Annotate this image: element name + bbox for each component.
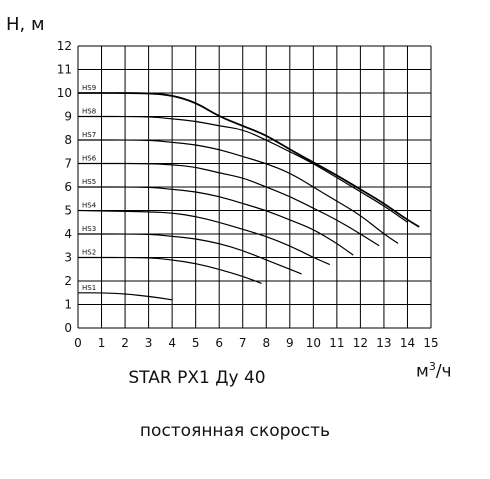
series-line-hs1 <box>77 292 173 301</box>
x-tick-label: 10 <box>306 336 321 350</box>
series-line-hs5 <box>77 186 354 256</box>
x-tick-label: 12 <box>353 336 368 350</box>
x-tick-label: 14 <box>400 336 415 350</box>
series-line-hs7 <box>78 139 399 244</box>
y-tick-label: 7 <box>64 157 72 171</box>
x-tick-label: 2 <box>121 336 129 350</box>
x-tick-label: 0 <box>74 336 82 350</box>
chart-title: STAR PX1 Ду 40 <box>128 368 266 388</box>
series-label-hs6: HS6 <box>82 155 97 163</box>
series-line-hs3 <box>78 233 302 275</box>
y-tick-label: 1 <box>64 298 72 312</box>
y-tick-label: 2 <box>64 274 72 288</box>
y-tick-label: 0 <box>64 321 72 335</box>
x-tick-label: 8 <box>262 336 270 350</box>
series-line-hs8 <box>78 115 408 223</box>
x-tick-label: 15 <box>423 336 438 350</box>
series-line-hs2 <box>78 256 262 284</box>
x-axis-label: м3/ч <box>416 360 452 382</box>
x-tick-label: 3 <box>145 336 153 350</box>
y-tick-label: 12 <box>57 39 72 53</box>
x-tick-label: 11 <box>329 336 344 350</box>
x-axis-label-tail: /ч <box>435 361 452 382</box>
x-tick-label: 5 <box>192 336 200 350</box>
y-tick-label: 6 <box>64 180 72 194</box>
series-line-hs4 <box>77 209 331 266</box>
x-axis-label-sup: 3 <box>428 360 436 373</box>
y-tick-label: 8 <box>64 133 72 147</box>
series-label-hs9: HS9 <box>82 84 96 92</box>
y-tick-label: 11 <box>57 63 72 77</box>
series-label-hs5: HS5 <box>82 178 96 186</box>
x-tick-label: 6 <box>215 336 223 350</box>
y-tick-label: 3 <box>64 251 72 265</box>
x-tick-label: 1 <box>98 336 106 350</box>
series-label-hs7: HS7 <box>82 131 96 139</box>
chart-title-wrap: STAR PX1 Ду 40 <box>0 368 490 388</box>
series-label-hs3: HS3 <box>82 225 96 233</box>
x-axis-label-base: м <box>416 361 429 382</box>
y-tick-label: 9 <box>64 110 72 124</box>
y-tick-label: 5 <box>64 204 72 218</box>
x-tick-label: 7 <box>239 336 247 350</box>
series-label-hs2: HS2 <box>82 249 96 257</box>
x-tick-label: 13 <box>376 336 391 350</box>
chart-subtitle: постоянная скорость <box>139 421 331 441</box>
x-tick-label: 9 <box>286 336 294 350</box>
series-label-hs8: HS8 <box>82 108 96 116</box>
series-line-hs6 <box>78 162 380 247</box>
y-tick-label: 10 <box>57 86 72 100</box>
x-tick-label: 4 <box>168 336 176 350</box>
series-line-hs9 <box>78 92 420 228</box>
y-tick-label: 4 <box>64 227 72 241</box>
series-label-hs1: HS1 <box>82 284 96 292</box>
series-label-hs4: HS4 <box>82 202 97 210</box>
chart-subtitle-wrap: постоянная скорость <box>0 421 490 441</box>
y-axis-label: H, м <box>6 14 45 35</box>
